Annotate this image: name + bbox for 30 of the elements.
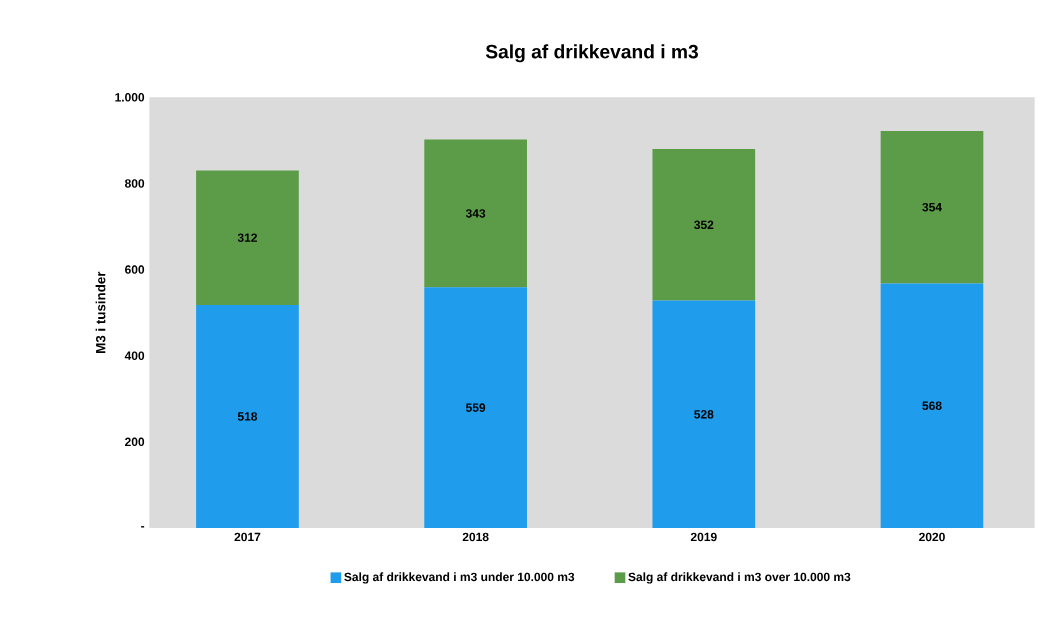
data-label: 518 [237,412,258,421]
data-label: 312 [237,233,257,242]
bar [652,149,756,301]
data-label: 352 [694,220,714,230]
x-tick-label: 2018 [462,532,489,542]
bar [196,304,299,528]
data-label: 568 [922,401,942,410]
legend-label: Salg af drikkevand i m3 under 10.000 m3 [344,572,575,584]
bar [880,283,984,528]
y-axis-title: M3 i tusinder [95,271,106,353]
data-label: 343 [465,209,486,218]
chart-title: Salg af drikkevand i m3 [485,44,698,63]
x-tick-label: 2020 [919,532,945,542]
y-tick-label: 600 [125,265,145,274]
data-label: 354 [922,202,942,212]
y-tick-label: 200 [125,437,145,447]
y-tick-label: - [141,526,145,528]
y-tick-label: 400 [124,351,145,360]
bar [196,170,299,305]
x-tick-label: 2017 [234,532,261,542]
y-tick-label: 800 [124,179,145,188]
bar [424,287,527,528]
legend-label: Salg af drikkevand i m3 over 10.000 m3 [628,572,851,584]
data-label: 528 [694,410,714,419]
y-tick-label: 1.000 [115,93,145,102]
bar [652,300,756,528]
data-label: 559 [466,403,486,412]
bar [880,130,984,284]
x-tick-label: 2019 [690,532,717,542]
bar [424,139,527,288]
